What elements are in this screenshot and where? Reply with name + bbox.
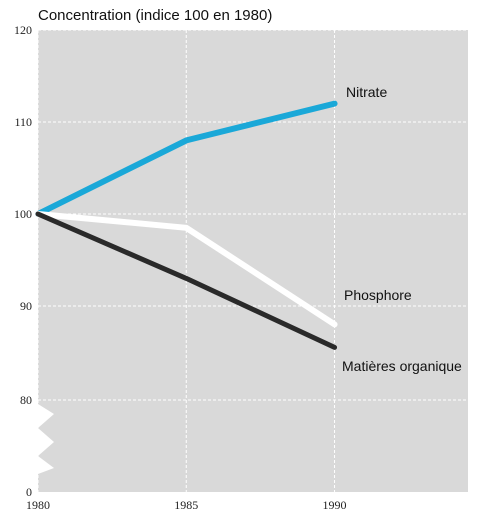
y-axis: 0 80 90 100 110 120 [14,23,32,499]
y-tick-label: 110 [14,115,32,129]
y-tick-label: 100 [14,207,32,221]
series-labels: Nitrate Phosphore Matières organique [342,84,462,374]
series-label: Nitrate [346,84,387,100]
series-label: Matières organique [342,358,462,374]
series-line-3 [35,211,338,350]
y-tick-label: 80 [20,393,32,407]
axis-break-zigzag [38,404,54,474]
x-tick-label: 1985 [174,498,198,512]
grid [37,29,468,492]
y-tick-label: 90 [20,299,32,313]
x-tick-label: 1990 [323,498,347,512]
y-tick-label: 0 [26,485,32,499]
series-line-2 [35,211,338,328]
y-tick-label: 120 [14,23,32,37]
series-label: Phosphore [344,287,412,303]
x-tick-label: 1980 [26,498,50,512]
chart-title: Concentration (indice 100 en 1980) [38,7,272,24]
series-line-1 [35,100,338,217]
x-axis: 1980 1985 1990 [26,498,347,512]
series-lines [35,100,338,350]
plot-area [38,30,468,492]
axis-break [38,404,54,474]
